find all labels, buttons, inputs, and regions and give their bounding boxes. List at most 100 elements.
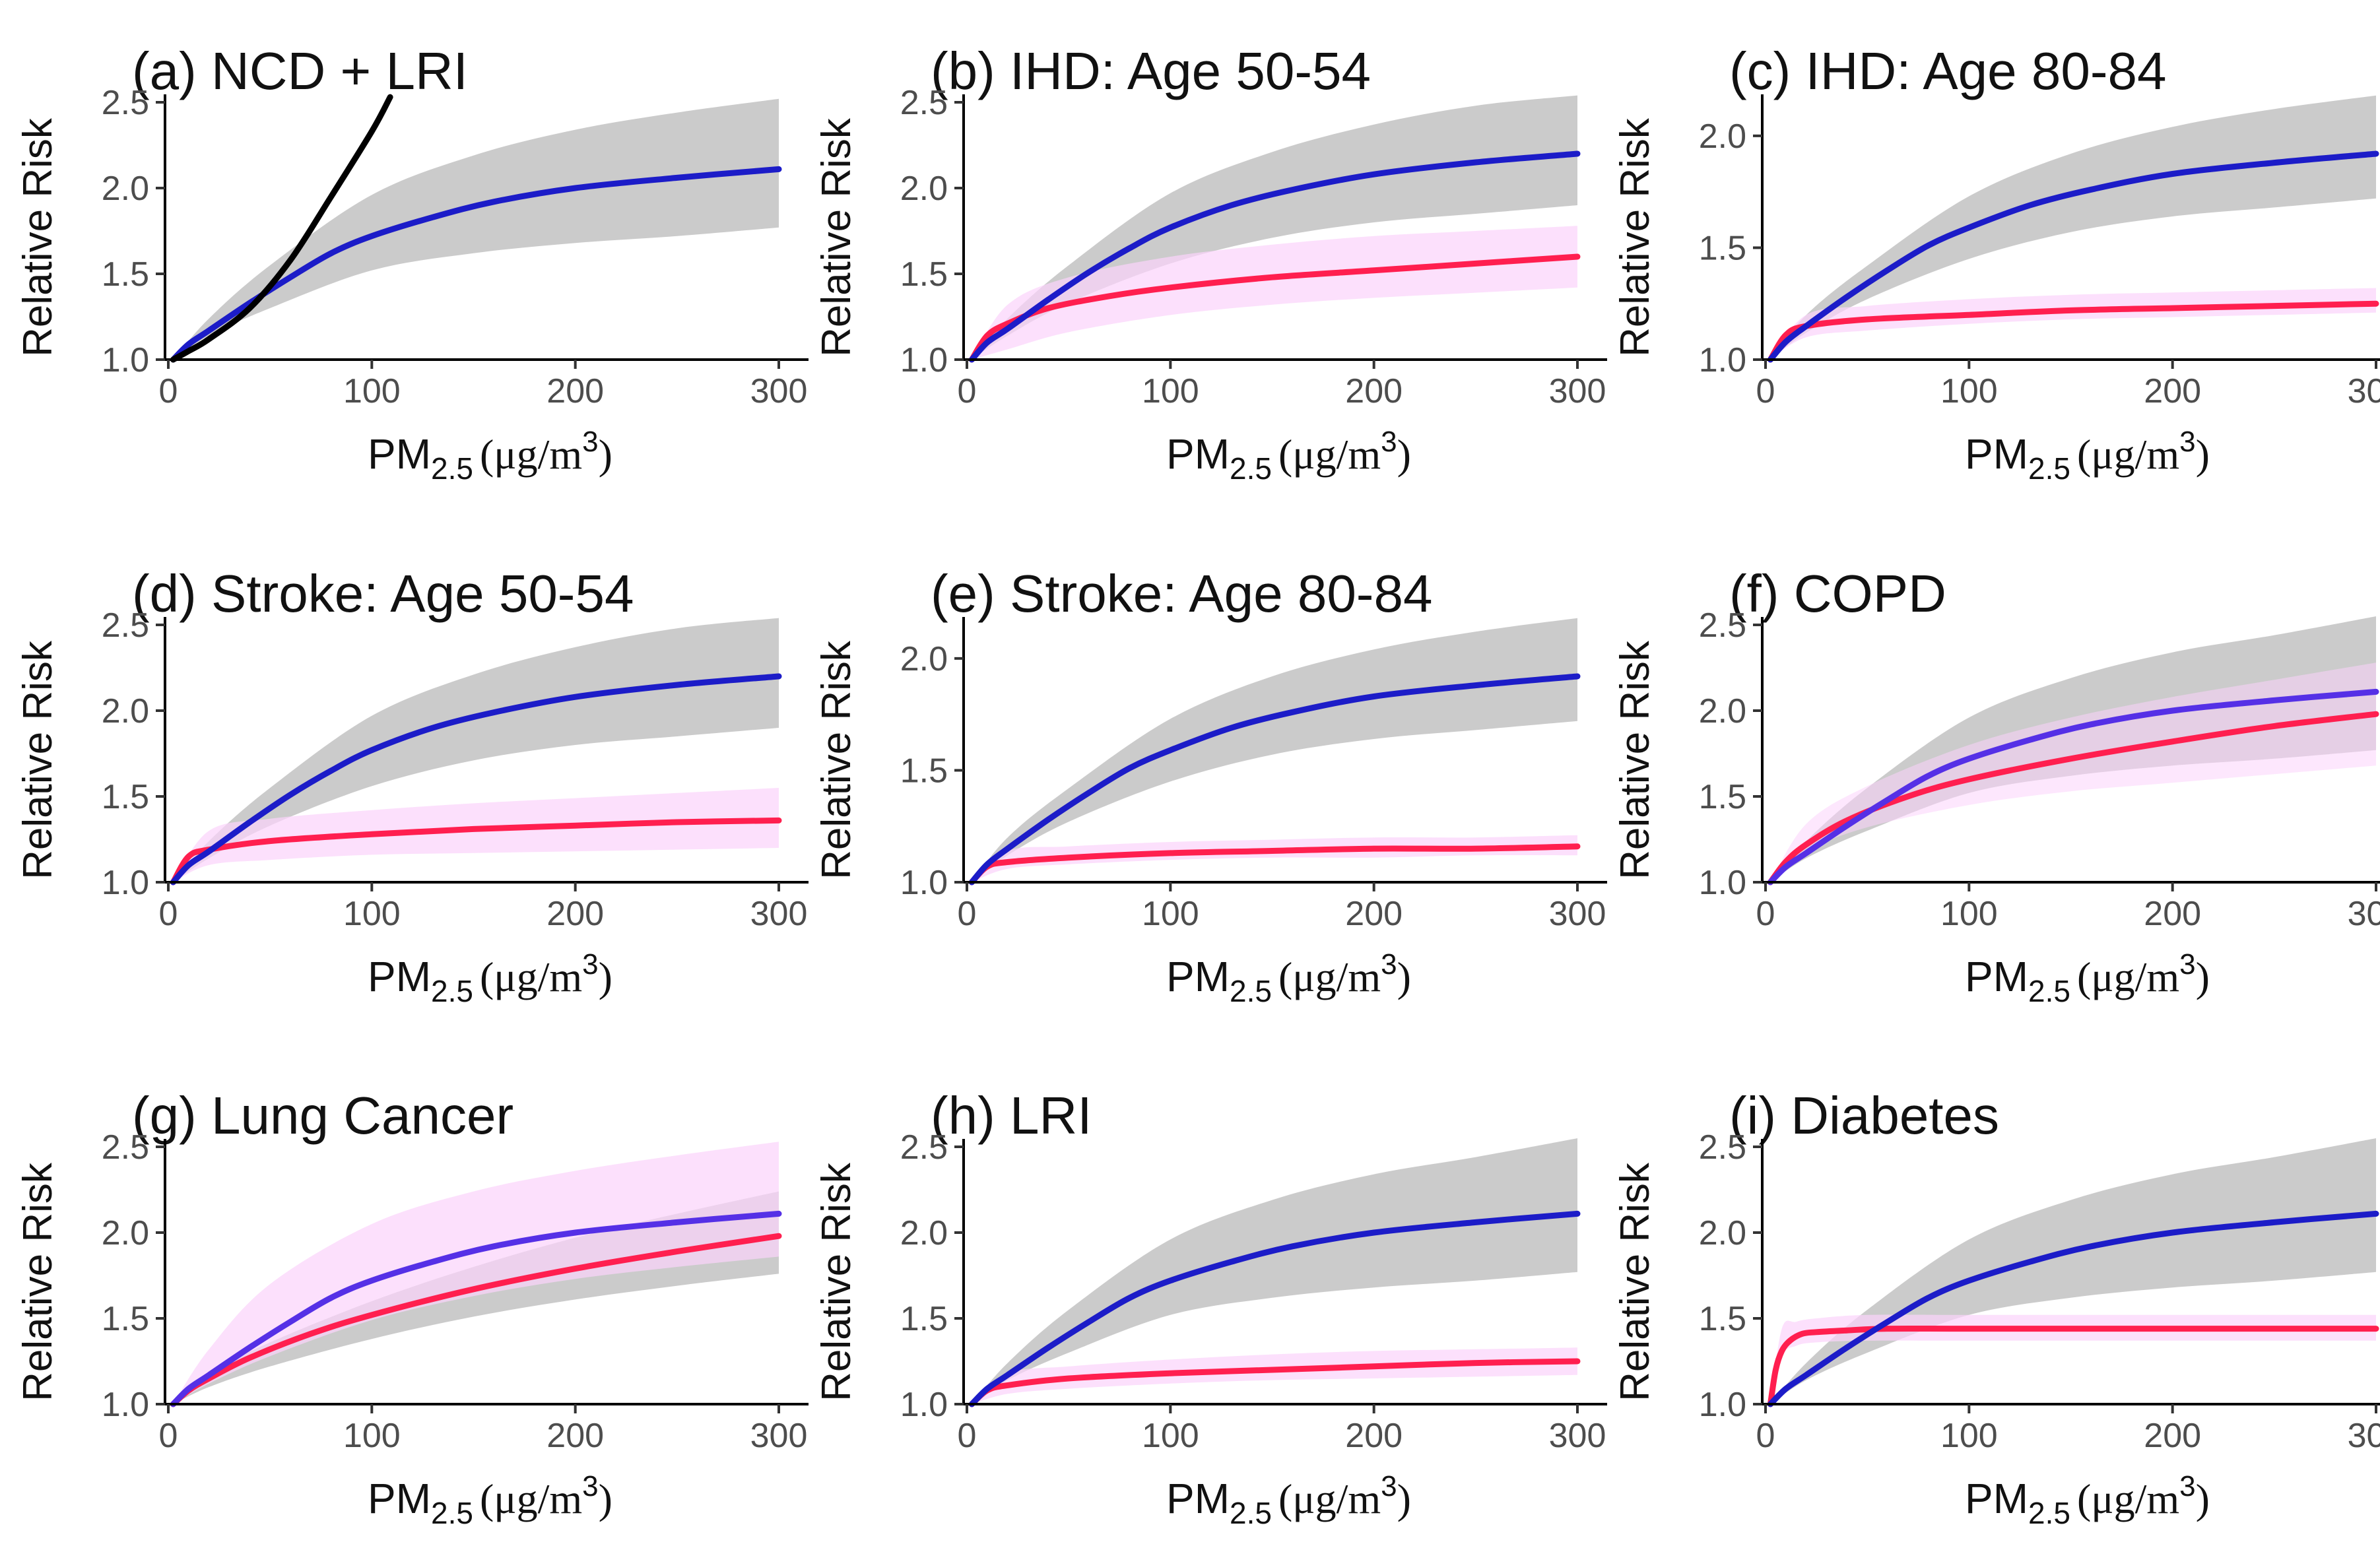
panel-title: (g) Lung Cancer [132, 1086, 513, 1145]
y-axis-label: Relative Risk [15, 117, 61, 357]
y-tick-label: 1.5 [1699, 778, 1746, 816]
y-axis-label: Relative Risk [15, 640, 61, 880]
x-axis-label: PM2.5 (μg/m3) [368, 1470, 612, 1530]
x-tick-label: 0 [159, 372, 178, 410]
plot-area [968, 618, 1581, 886]
panel-f: (f) COPD 0 100 200 300 1.0 1.5 2.0 2.5 Relative R… [1612, 564, 2380, 1008]
series-line-curve-red [968, 1358, 1581, 1407]
x-tick-label: 300 [2348, 372, 2380, 410]
y-axis-label: Relative Risk [814, 1162, 859, 1402]
panel-title: (e) Stroke: Age 80-84 [931, 564, 1432, 623]
series-line-curve-red [1767, 711, 2379, 886]
series-line-curve-blue [968, 150, 1581, 363]
confidence-band-band-pink [972, 1347, 1577, 1404]
panel-d: (d) Stroke: Age 50-54 0 100 200 300 1.0 1.5 2.0… [15, 564, 809, 1008]
plot-area [1767, 95, 2379, 363]
confidence-band-band [972, 95, 1577, 360]
series-line-curve-blue [968, 673, 1581, 886]
y-tick-label: 1.5 [900, 1300, 948, 1338]
x-axis-label: PM2.5 (μg/m3) [1965, 426, 2210, 486]
y-tick-label: 2.0 [102, 692, 149, 730]
panel-title: (b) IHD: Age 50-54 [931, 42, 1371, 100]
x-axis-label: PM2.5 (μg/m3) [368, 948, 612, 1008]
plot-area [170, 618, 782, 886]
series-line-curve-blue [1767, 150, 2379, 363]
confidence-band-band-pink [972, 226, 1577, 360]
y-tick-label: 2.0 [1699, 117, 1746, 156]
panel-c: (c) IHD: Age 80-84 0 100 200 300 1.0 1.5 2.0 Rel… [1612, 42, 2380, 486]
y-tick-label: 2.0 [102, 170, 149, 208]
x-tick-label: 300 [750, 895, 808, 933]
panel-title: (i) Diabetes [1729, 1086, 1999, 1145]
panel-title: (h) LRI [931, 1086, 1092, 1145]
y-axis-label: Relative Risk [1612, 117, 1658, 357]
y-tick-label: 2.0 [900, 640, 948, 678]
plot-area [968, 95, 1581, 363]
x-tick-label: 100 [1940, 372, 1998, 410]
y-tick-label: 2.5 [900, 1128, 948, 1167]
x-tick-label: 200 [1345, 895, 1403, 933]
series-line-curve-red [968, 843, 1581, 886]
x-tick-label: 0 [1756, 372, 1775, 410]
x-tick-label: 200 [546, 372, 604, 410]
y-axis-label: Relative Risk [814, 117, 859, 357]
x-tick-label: 300 [750, 1417, 808, 1455]
y-tick-label: 1.5 [102, 1300, 149, 1338]
x-tick-label: 100 [1142, 1417, 1199, 1455]
panel-e: (e) Stroke: Age 80-84 0 100 200 300 1.0 1.5 2.0… [814, 564, 1607, 1008]
x-tick-label: 100 [1940, 895, 1998, 933]
y-tick-label: 2.0 [1699, 692, 1746, 730]
x-tick-label: 300 [2348, 895, 2380, 933]
x-tick-label: 100 [343, 372, 401, 410]
x-tick-label: 0 [958, 1417, 977, 1455]
y-tick-label: 2.0 [102, 1214, 149, 1252]
series-line-curve-blue [170, 166, 782, 363]
y-axis-label: Relative Risk [1612, 1162, 1658, 1402]
x-tick-label: 100 [1142, 372, 1199, 410]
series-line-curve-blue [170, 673, 782, 886]
series-line-curve-red [1767, 1325, 2379, 1407]
x-tick-label: 200 [2144, 372, 2201, 410]
x-tick-label: 200 [2144, 895, 2201, 933]
plot-area [968, 1138, 1581, 1407]
x-tick-label: 300 [1549, 1417, 1606, 1455]
y-tick-label: 1.0 [1699, 341, 1746, 379]
y-tick-label: 1.0 [102, 1386, 149, 1424]
axes: 0 100 200 300 1.0 1.5 2.0 2.5 [102, 1128, 809, 1455]
panel-h: (h) LRI 0 100 200 300 1.0 1.5 2.0 2.5 Relative Ri… [814, 1086, 1607, 1530]
x-tick-label: 200 [546, 895, 604, 933]
confidence-band-band [1770, 95, 2376, 360]
panel-title: (c) IHD: Age 80-84 [1729, 42, 2167, 100]
axes: 0 100 200 300 1.0 1.5 2.0 2.5 [900, 1128, 1607, 1455]
x-tick-label: 200 [1345, 372, 1403, 410]
series-line-curve-blue [968, 1210, 1581, 1407]
axes: 0 100 200 300 1.0 1.5 2.0 2.5 [102, 84, 809, 410]
plot-area [1767, 616, 2379, 886]
plot-area [170, 1142, 782, 1407]
y-tick-label: 2.5 [900, 84, 948, 122]
panel-title: (a) NCD + LRI [132, 42, 468, 100]
y-tick-label: 1.5 [1699, 229, 1746, 267]
y-tick-label: 2.5 [102, 1128, 149, 1167]
y-tick-label: 2.0 [1699, 1214, 1746, 1252]
x-axis-label: PM2.5 (μg/m3) [1166, 948, 1411, 1008]
x-tick-label: 0 [1756, 1417, 1775, 1455]
y-tick-label: 1.0 [1699, 864, 1746, 902]
y-tick-label: 1.0 [102, 341, 149, 379]
x-tick-label: 300 [1549, 372, 1606, 410]
series-line-curve-black [170, 94, 393, 363]
x-tick-label: 0 [958, 895, 977, 933]
plot-area [1767, 1138, 2379, 1407]
axes: 0 100 200 300 1.0 1.5 2.0 2.5 [1699, 606, 2380, 933]
series-line-curve-blue [1767, 688, 2379, 886]
confidence-band-band-pink [1770, 662, 2376, 882]
y-axis-label: Relative Risk [814, 640, 859, 880]
x-tick-label: 300 [1549, 895, 1606, 933]
x-tick-label: 0 [159, 895, 178, 933]
x-tick-label: 100 [1142, 895, 1199, 933]
y-tick-label: 1.5 [102, 255, 149, 294]
axes: 0 100 200 300 1.0 1.5 2.0 2.5 [900, 84, 1607, 410]
plot-area [170, 94, 782, 363]
panel-a: (a) NCD + LRI 0 100 200 300 1.0 1.5 2.0 2.5 Relat… [15, 42, 809, 486]
x-axis-label: PM2.5 (μg/m3) [368, 426, 612, 486]
